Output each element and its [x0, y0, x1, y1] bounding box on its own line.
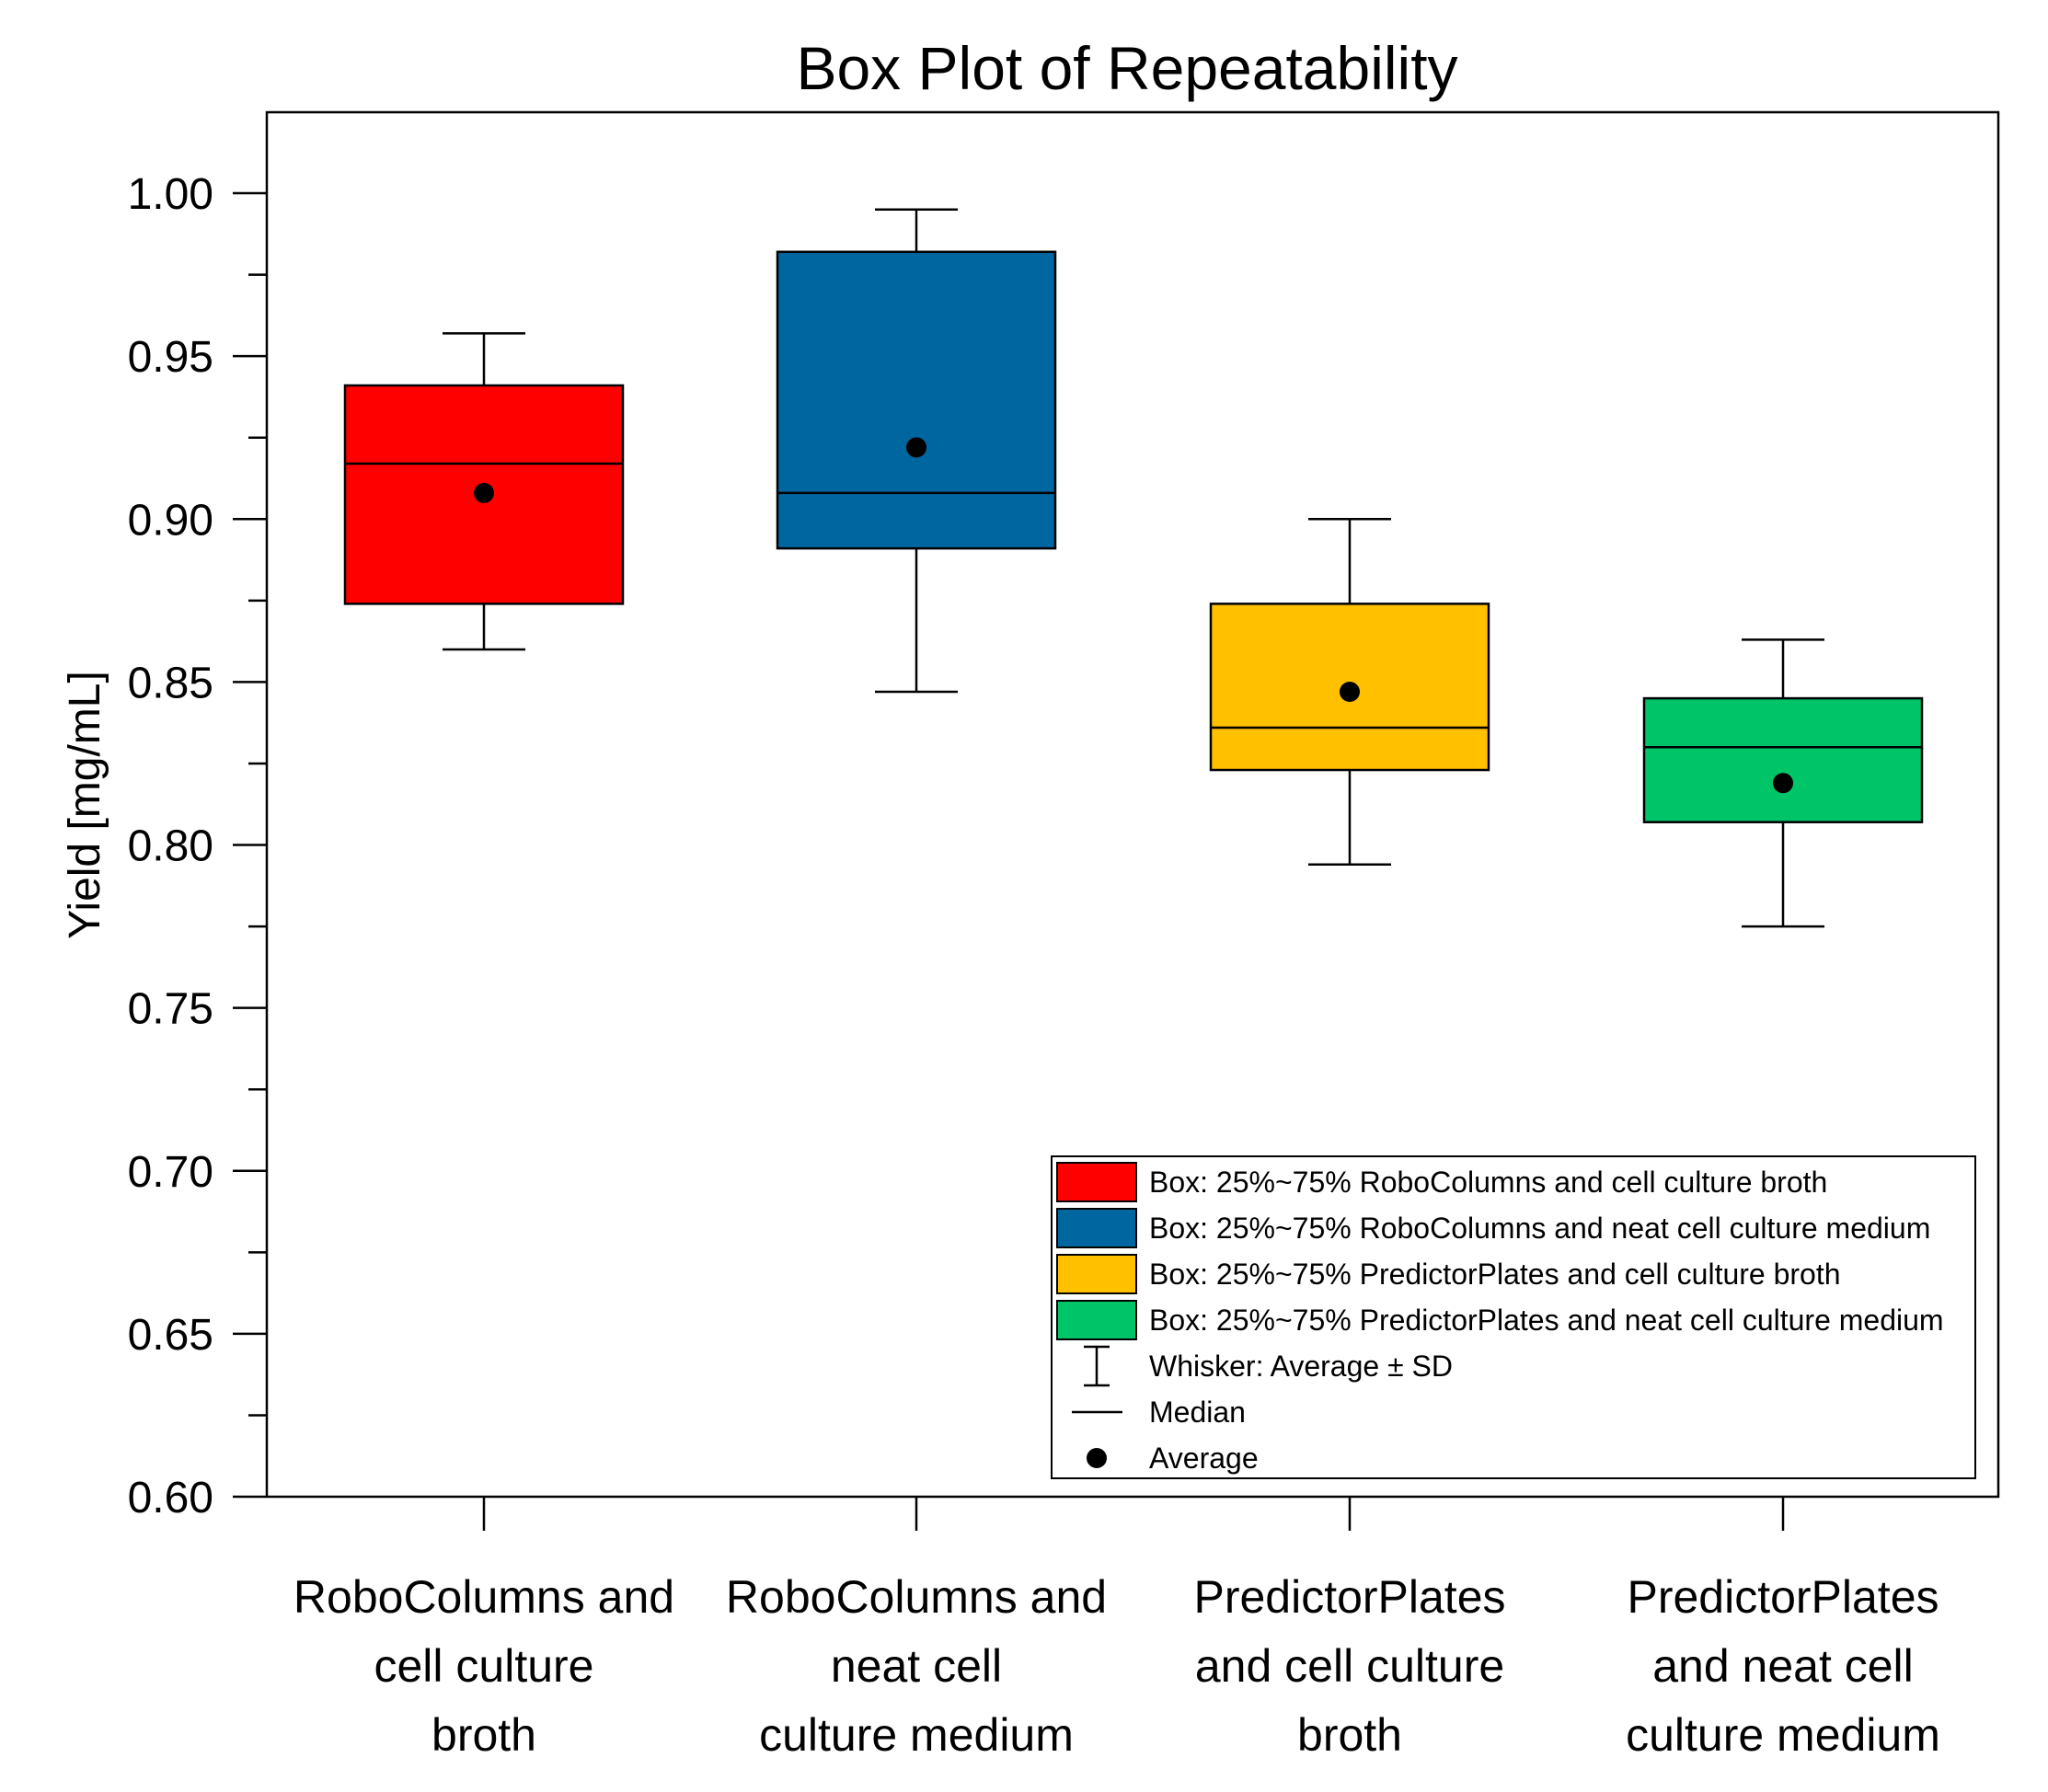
y-tick-label: 0.95: [128, 333, 213, 382]
y-tick-label: 0.60: [128, 1474, 213, 1522]
box-group: [1642, 638, 1924, 928]
legend-label: Box: 25%~75% RoboColumns and cell cultur…: [1149, 1166, 1827, 1199]
x-tick-label: RoboColumns and neat cell culture medium: [726, 1571, 1107, 1761]
legend-label: Whisker: Average ± SD: [1149, 1350, 1453, 1383]
x-tick-label-line: cell culture: [374, 1640, 594, 1692]
plot-area: 0.60 0.65 0.70 0.75 0.80 0.85 0.90 0.95 1.00 Robo…: [128, 110, 2000, 1761]
y-tick-label: 0.85: [128, 659, 213, 707]
legend-swatch: [1056, 1300, 1137, 1340]
x-tick-label-line: broth: [431, 1709, 536, 1761]
average-point: [1773, 773, 1793, 794]
y-axis-label: Yield [mg/mL]: [61, 671, 109, 939]
average-point: [1340, 682, 1360, 703]
legend-label: Median: [1149, 1396, 1246, 1429]
legend-label: Average: [1149, 1442, 1259, 1475]
box-group: [343, 332, 625, 651]
chart-title: Box Plot of Repeatability: [796, 34, 1457, 102]
x-tick-label-line: and neat cell: [1652, 1640, 1914, 1692]
legend: Box: 25%~75% RoboColumns and cell cultur…: [1051, 1155, 1976, 1479]
box-iqr: [1642, 696, 1924, 823]
y-tick-label: 0.80: [128, 822, 213, 871]
legend-swatch: [1056, 1254, 1137, 1294]
legend-frame: [1051, 1155, 1976, 1479]
box-group: [1209, 518, 1490, 867]
plot-frame: [265, 110, 2000, 1499]
average-point: [906, 437, 926, 458]
x-tick-label: PredictorPlates and neat cell culture medi…: [1626, 1571, 1940, 1761]
legend-average-symbol: [1087, 1448, 1107, 1468]
x-tick-label: PredictorPlates and cell culture broth: [1193, 1571, 1505, 1761]
y-tick-label: 1.00: [128, 170, 213, 219]
x-tick-label-line: PredictorPlates: [1627, 1571, 1939, 1623]
legend-label: Box: 25%~75% RoboColumns and neat cell c…: [1149, 1212, 1930, 1245]
legend-label: Box: 25%~75% PredictorPlates and neat ce…: [1149, 1304, 1944, 1337]
legend-swatch: [1056, 1208, 1137, 1248]
legend-label: Box: 25%~75% PredictorPlates and cell cu…: [1149, 1258, 1841, 1291]
y-tick-label: 0.65: [128, 1311, 213, 1360]
x-tick-label-line: culture medium: [1626, 1709, 1940, 1761]
y-tick-label: 0.75: [128, 985, 213, 1034]
x-tick-label: RoboColumns and cell culture broth: [293, 1571, 674, 1761]
x-tick-label-line: broth: [1297, 1709, 1402, 1761]
x-tick-label-line: neat cell: [831, 1640, 1002, 1692]
average-point: [474, 482, 494, 503]
box-iqr: [343, 384, 625, 605]
legend-swatch: [1056, 1162, 1137, 1202]
y-tick-label: 0.90: [128, 496, 213, 545]
x-tick-label-line: RoboColumns and: [293, 1571, 674, 1623]
x-tick-label-line: culture medium: [759, 1709, 1074, 1761]
x-tick-label-line: and cell culture: [1195, 1640, 1504, 1692]
box-iqr: [776, 250, 1057, 550]
x-tick-label-line: PredictorPlates: [1193, 1571, 1505, 1623]
box-group: [776, 208, 1057, 694]
y-tick-label: 0.70: [128, 1148, 213, 1197]
x-tick-label-line: RoboColumns and: [726, 1571, 1107, 1623]
